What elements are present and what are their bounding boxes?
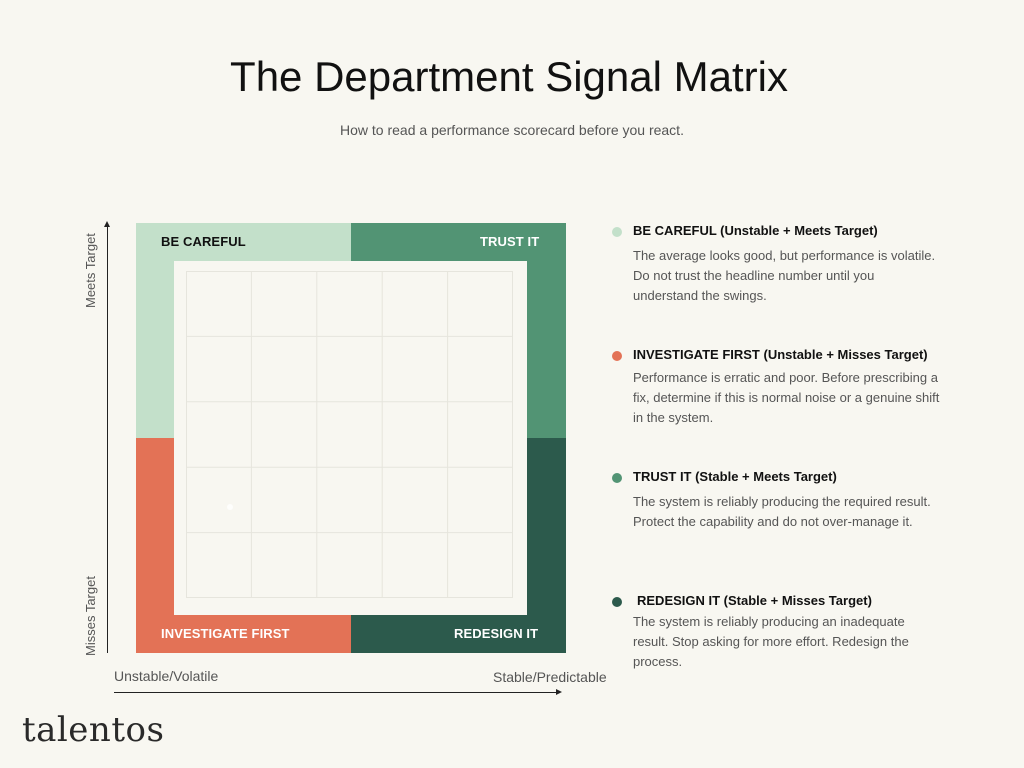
quadrant-label-redesign-it: REDESIGN IT	[454, 626, 539, 641]
legend-dot-icon	[612, 227, 622, 237]
x-axis-label-left: Unstable/Volatile	[114, 668, 219, 684]
matrix-inner-panel	[174, 261, 527, 615]
y-axis-line	[107, 226, 108, 653]
quadrant-label-be-careful: BE CAREFUL	[161, 234, 246, 249]
legend-dot-icon	[612, 597, 622, 607]
legend-dot-icon	[612, 351, 622, 361]
legend-title: INVESTIGATE FIRST (Unstable + Misses Tar…	[633, 347, 928, 362]
brand-logo: talentos	[22, 710, 165, 750]
page-title: The Department Signal Matrix	[230, 53, 788, 100]
legend-title: REDESIGN IT (Stable + Misses Target)	[637, 593, 872, 608]
y-axis-label-top: Meets Target	[83, 233, 98, 308]
matrix-grid	[186, 271, 513, 598]
legend-description: Performance is erratic and poor. Before …	[633, 370, 940, 425]
x-axis-line	[114, 692, 557, 693]
legend-description: The system is reliably producing the req…	[633, 494, 931, 529]
x-axis-label-right: Stable/Predictable	[493, 669, 607, 685]
quadrant-label-investigate-first: INVESTIGATE FIRST	[161, 626, 290, 641]
y-axis-label-bottom: Misses Target	[83, 576, 98, 656]
legend-title: TRUST IT (Stable + Meets Target)	[633, 469, 837, 484]
legend-description: The average looks good, but performance …	[633, 248, 936, 303]
y-axis-arrow-icon	[104, 221, 110, 227]
page-subtitle: How to read a performance scorecard befo…	[340, 122, 684, 138]
quadrant-label-trust-it: TRUST IT	[480, 234, 540, 249]
x-axis-arrow-icon	[556, 689, 562, 695]
legend-dot-icon	[612, 473, 622, 483]
legend-title: BE CAREFUL (Unstable + Meets Target)	[633, 223, 878, 238]
legend-description: The system is reliably producing an inad…	[633, 614, 909, 669]
